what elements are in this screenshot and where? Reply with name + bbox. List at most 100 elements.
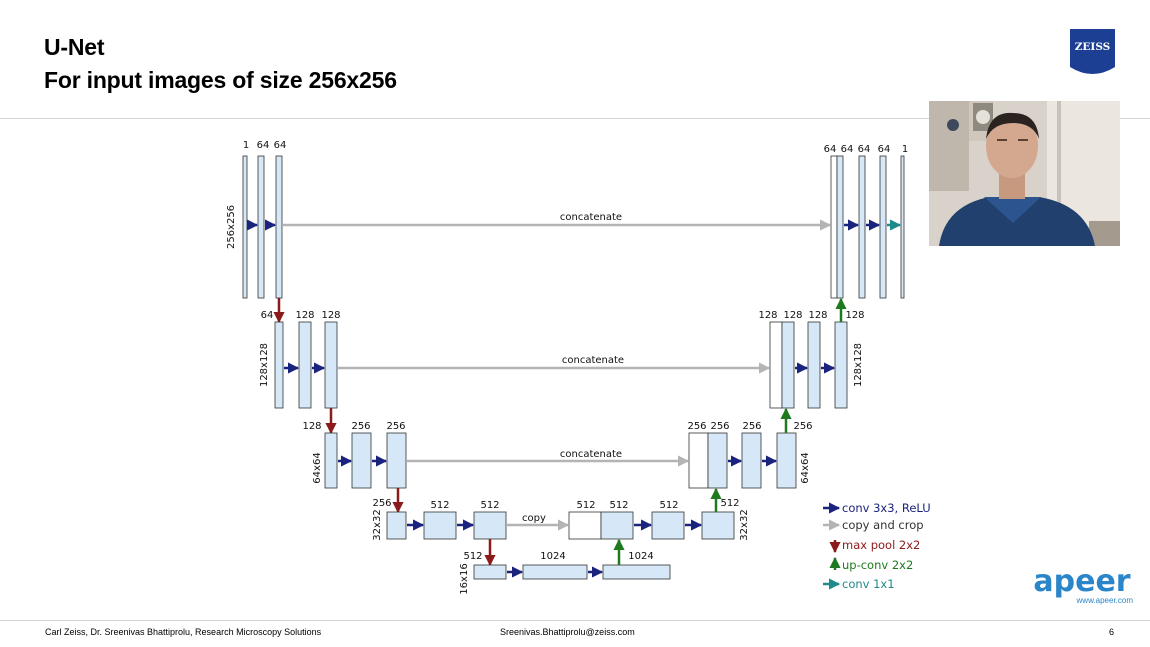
page-number: 6 (1109, 627, 1115, 637)
level2-block-pool (274, 321, 284, 409)
level4-block-d (701, 511, 735, 540)
level1-block-input (242, 155, 248, 299)
level1-label-out: 1 (902, 144, 908, 155)
level4-size-label-right: 32x32 (739, 509, 750, 540)
level3-block-up (707, 432, 728, 489)
zeiss-logo-text: ZEISS (1075, 41, 1111, 53)
level5-block-b (602, 564, 671, 580)
level3-label-pool: 128 (302, 421, 321, 432)
level3-label-up-d: 256 (793, 421, 812, 432)
level1-block-up (836, 155, 844, 299)
level4-block-up (600, 511, 634, 540)
level5-block-pool (473, 564, 507, 580)
legend: conv 3x3, ReLU copy and crop max pool 2x… (823, 501, 931, 591)
level5-label-a: 1024 (540, 551, 565, 562)
level2-block-c (807, 321, 821, 409)
footer-divider (0, 620, 1150, 621)
level1-block-c (858, 155, 866, 299)
level4-label-up-a: 512 (576, 500, 595, 511)
level3-block-d (776, 432, 797, 489)
footer-author: Carl Zeiss, Dr. Sreenivas Bhattiprolu, R… (45, 627, 322, 637)
level1-block-b (275, 155, 283, 299)
level5-blocks (473, 564, 671, 580)
slide-title: U-Net (44, 34, 105, 60)
footer-email: Sreenivas.Bhattiprolu@zeiss.com (500, 627, 635, 637)
level4-label-up-c: 512 (659, 500, 678, 511)
level3-size-label-left: 64x64 (312, 452, 323, 483)
level1-size-label: 256x256 (226, 205, 237, 249)
slide-subtitle: For input images of size 256x256 (44, 67, 397, 93)
level1-label-up-d: 64 (878, 144, 891, 155)
apeer-url: www.apeer.com (1076, 596, 1134, 605)
apeer-logo: apeer www.apeer.com (1033, 566, 1134, 605)
level1-concat-label: concatenate (560, 212, 622, 223)
level2-block-a (298, 321, 312, 409)
legend-copy-label: copy and crop (842, 518, 924, 532)
level4-block-a (423, 511, 457, 540)
legend-conv1x1-label: conv 1x1 (842, 577, 895, 591)
level1-label-up-b: 64 (841, 144, 854, 155)
apeer-wordmark: apeer (1033, 566, 1130, 599)
level1-label-up-a: 64 (824, 144, 837, 155)
level2-size-label-left: 128x128 (259, 343, 270, 387)
level4-block-copy (568, 511, 602, 540)
level5-size-label: 16x16 (459, 563, 470, 594)
level2-block-copy (769, 321, 783, 409)
level3-block-copy (688, 432, 709, 489)
level4-label-a: 512 (430, 500, 449, 511)
level2-block-up (781, 321, 795, 409)
level2-blocks (274, 321, 848, 409)
level2-label-a: 128 (295, 310, 314, 321)
level4-size-label-left: 32x32 (372, 509, 383, 540)
zeiss-logo: ZEISS (1070, 29, 1115, 74)
level3-label-up-a: 256 (687, 421, 706, 432)
level3-size-label-right: 64x64 (800, 452, 811, 483)
level3-label-a: 256 (351, 421, 370, 432)
level3-block-c (741, 432, 762, 489)
level4-copy-label: copy (522, 513, 546, 524)
level1-block-copy (830, 155, 838, 299)
level1-label-in: 1 (243, 140, 249, 151)
level2-label-up-a: 128 (758, 310, 777, 321)
level2-label-up-b: 128 (783, 310, 802, 321)
level3-blocks (324, 432, 797, 489)
level5-block-a (522, 564, 588, 580)
level3-label-up-b: 256 (710, 421, 729, 432)
header-divider (0, 118, 1150, 119)
level4-block-c (651, 511, 685, 540)
level4-block-pool (386, 511, 407, 540)
legend-conv-label: conv 3x3, ReLU (842, 501, 931, 515)
level2-label-up-d: 128 (845, 310, 864, 321)
level4-label-b: 512 (480, 500, 499, 511)
webcam-video (929, 101, 1120, 246)
legend-upconv-label: up-conv 2x2 (842, 558, 913, 572)
level2-size-label-right: 128x128 (853, 343, 864, 387)
level2-label-up-c: 128 (808, 310, 827, 321)
legend-pool-label: max pool 2x2 (842, 538, 920, 552)
level1-label-b: 64 (274, 140, 287, 151)
level1-blocks (242, 155, 905, 299)
level4-label-pool: 256 (372, 498, 391, 509)
level2-block-d (834, 321, 848, 409)
level4-label-up-b: 512 (609, 500, 628, 511)
level1-block-output (900, 155, 905, 299)
level4-block-b (473, 511, 507, 540)
level4-label-up-d: 512 (720, 498, 739, 509)
level3-label-b: 256 (386, 421, 405, 432)
level3-block-pool (324, 432, 338, 489)
level2-label-b: 128 (321, 310, 340, 321)
level3-block-a (351, 432, 372, 489)
level5-label-pool: 512 (463, 551, 482, 562)
level5-label-b: 1024 (628, 551, 653, 562)
level1-block-d (879, 155, 887, 299)
level3-block-b (386, 432, 407, 489)
level1-label-up-c: 64 (858, 144, 871, 155)
level1-label-a: 64 (257, 140, 270, 151)
level2-concat-label: concatenate (562, 355, 624, 366)
level2-label-pool: 64 (261, 310, 274, 321)
level3-concat-label: concatenate (560, 449, 622, 460)
level1-block-a (257, 155, 265, 299)
level3-label-up-c: 256 (742, 421, 761, 432)
level2-block-b (324, 321, 338, 409)
unet-diagram: 1 64 64 64 64 64 64 1 256x256 concatenat… (226, 140, 931, 595)
